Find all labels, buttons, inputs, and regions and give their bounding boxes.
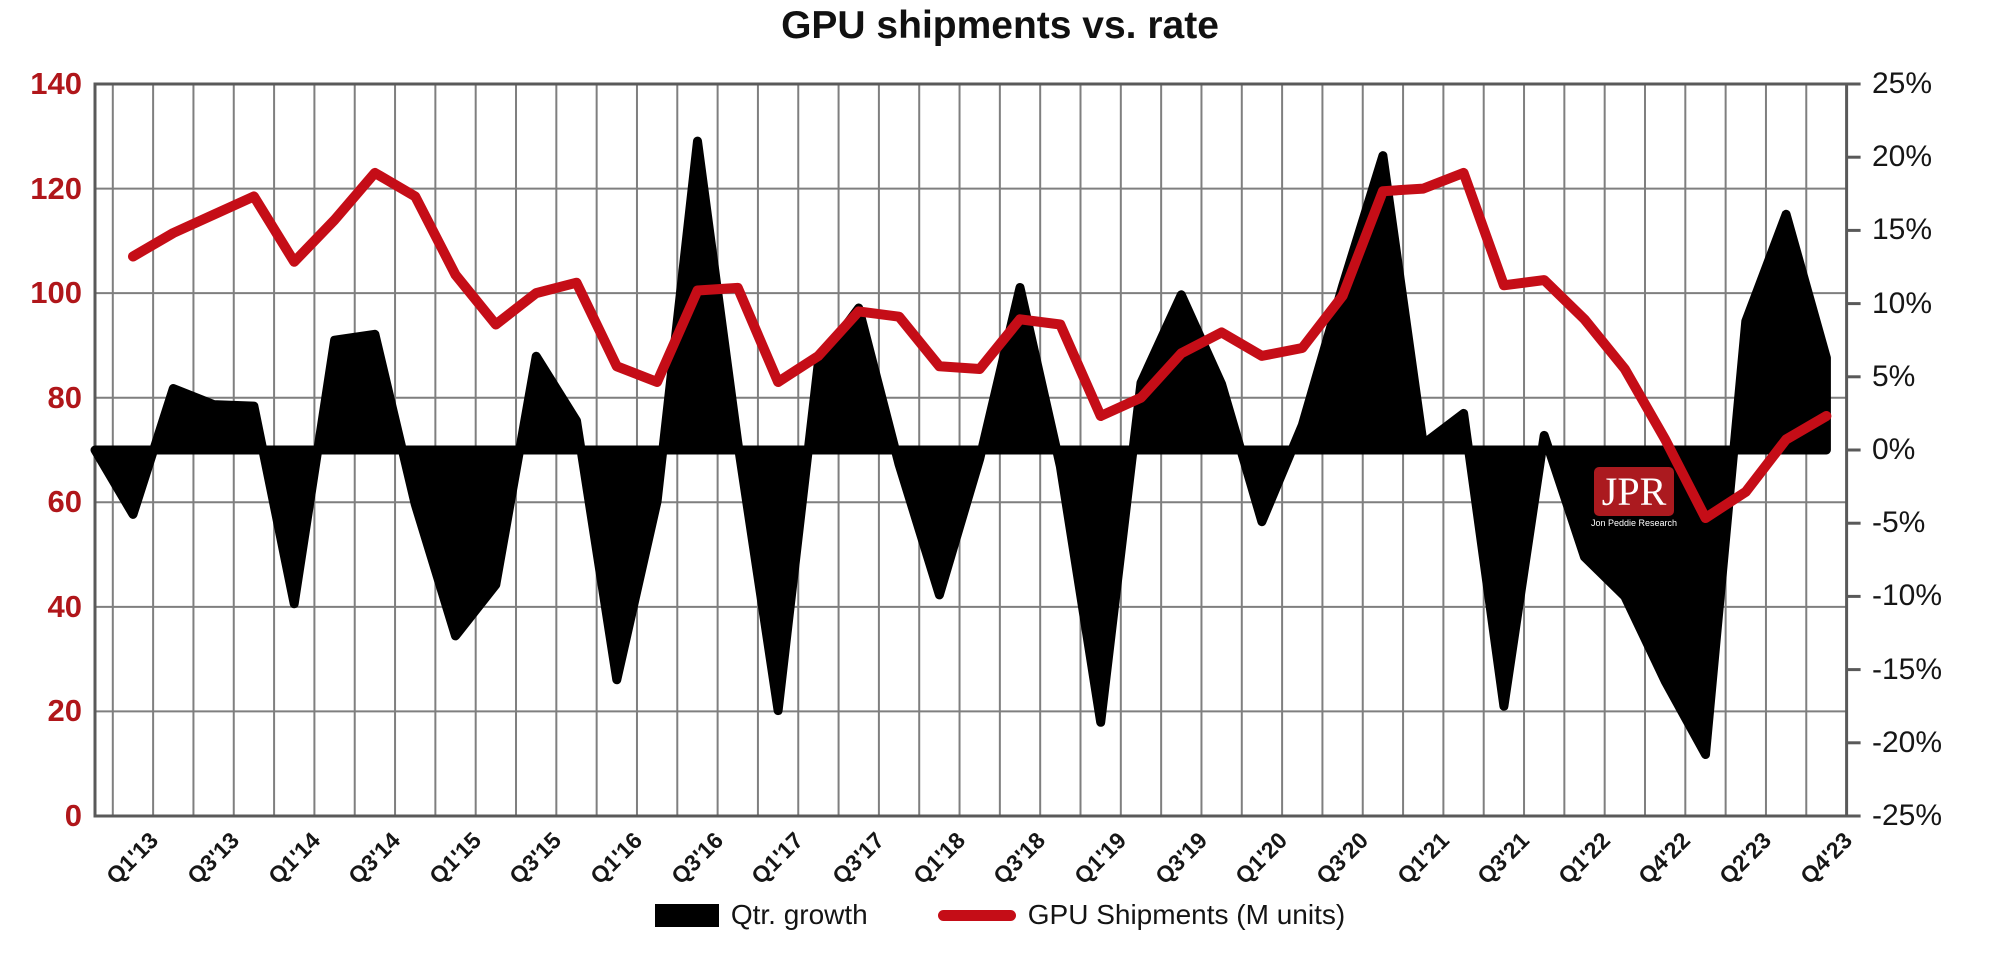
legend-growth-label: Qtr. growth — [730, 899, 868, 930]
right-axis-tick-label: -20% — [1872, 725, 1943, 759]
jpr-logo-text: JPR — [1601, 468, 1667, 514]
right-axis-tick-label: 5% — [1872, 359, 1916, 393]
legend-item-shipments: GPU Shipments (M units) — [894, 899, 1345, 931]
right-axis-tick-label: 10% — [1872, 286, 1933, 320]
left-axis-tick-label: 100 — [30, 275, 82, 311]
left-axis-tick-label: 120 — [30, 170, 82, 206]
right-axis-tick-label: 0% — [1872, 433, 1916, 466]
jpr-watermark-subtext: Jon Peddie Research — [1590, 518, 1678, 528]
left-axis-tick-label: 0 — [64, 798, 82, 833]
left-axis-tick-label: 20 — [47, 693, 82, 729]
left-axis-tick-label: 80 — [47, 379, 82, 415]
right-axis-tick-label: 25% — [1872, 67, 1933, 100]
left-axis-tick-label: 60 — [47, 484, 82, 520]
right-axis-tick-label: 15% — [1872, 213, 1933, 247]
right-axis-tick-label: -25% — [1872, 799, 1943, 832]
legend-item-growth: Qtr. growth — [654, 899, 868, 931]
left-axis-tick-label: 40 — [47, 588, 82, 624]
chart-title: GPU shipments vs. rate — [781, 4, 1219, 47]
growth-area-swatch-icon — [654, 903, 719, 927]
chart-legend: Qtr. growth GPU Shipments (M units) — [0, 899, 2000, 931]
left-axis-tick-label: 140 — [30, 66, 82, 101]
jpr-watermark-logo: JPR — [1594, 467, 1674, 516]
right-axis-tick-label: -10% — [1872, 579, 1943, 613]
right-axis-tick-label: -15% — [1872, 652, 1943, 686]
growth-area-series — [90, 136, 1831, 759]
shipments-line-series — [128, 167, 1832, 523]
right-axis-tick-label: -5% — [1872, 506, 1926, 540]
right-axis-tick-label: 20% — [1872, 140, 1933, 174]
legend-shipments-label: GPU Shipments (M units) — [1027, 899, 1346, 930]
shipments-line-swatch-icon — [937, 909, 1016, 921]
